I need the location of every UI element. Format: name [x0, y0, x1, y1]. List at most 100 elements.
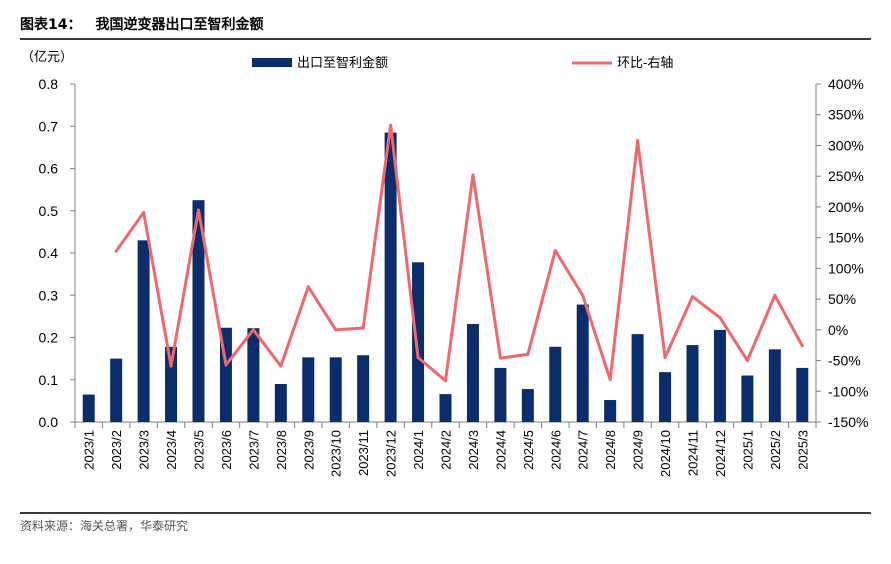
- bar: [713, 329, 726, 422]
- line-point: [251, 328, 255, 332]
- y-right-tick-label: 150%: [828, 230, 864, 246]
- bar: [274, 383, 287, 422]
- figure-title-row: 图表14： 我国逆变器出口至智利金额: [20, 14, 263, 34]
- x-tick-label: 2023/2: [109, 430, 124, 470]
- bar: [110, 358, 123, 422]
- line-point: [663, 355, 667, 359]
- y-right-tick-label: 200%: [828, 199, 864, 215]
- bar: [439, 394, 452, 422]
- bar: [466, 323, 479, 422]
- x-tick-label: 2023/7: [246, 430, 261, 470]
- bar: [521, 389, 534, 422]
- line-point: [334, 328, 338, 332]
- y-right-tick-label: 100%: [828, 260, 864, 276]
- line-point: [416, 355, 420, 359]
- figure-title: 我国逆变器出口至智利金额: [95, 17, 264, 33]
- x-tick-label: 2023/6: [219, 430, 234, 470]
- x-tick-label: 2024/6: [548, 430, 563, 470]
- bar: [192, 200, 205, 422]
- line-point: [498, 356, 502, 360]
- bar: [384, 132, 397, 422]
- y-left-tick-label: 0.1: [39, 372, 59, 388]
- x-tick-label: 2024/9: [631, 430, 646, 470]
- x-tick-label: 2024/10: [658, 430, 673, 477]
- line-point: [142, 210, 146, 214]
- line-point: [773, 293, 777, 297]
- bar: [329, 357, 342, 422]
- x-tick-label: 2025/3: [795, 430, 810, 470]
- y-left-tick-label: 0.5: [39, 203, 59, 219]
- bar: [686, 345, 699, 422]
- x-tick-label: 2023/4: [164, 430, 179, 470]
- y-right-tick-label: 350%: [828, 107, 864, 123]
- y-right-tick-label: -150%: [828, 414, 868, 430]
- x-tick-label: 2025/1: [740, 430, 755, 470]
- line-point: [691, 295, 694, 299]
- line-point: [114, 249, 118, 253]
- line-point: [526, 352, 530, 356]
- y-right-tick-label: -50%: [828, 353, 861, 369]
- legend-label-line: 环比-右轴: [617, 55, 673, 70]
- line-point: [636, 139, 640, 143]
- bar: [412, 262, 425, 422]
- legend-swatch-bar: [252, 58, 292, 67]
- x-tick-label: 2024/3: [466, 430, 481, 470]
- x-tick-label: 2024/7: [576, 430, 591, 470]
- x-tick-label: 2025/2: [768, 430, 783, 470]
- line-point: [169, 364, 173, 368]
- bar: [494, 367, 507, 422]
- line-point: [361, 326, 365, 330]
- bar: [576, 304, 589, 422]
- y-left-tick-label: 0.6: [39, 161, 59, 177]
- x-tick-label: 2023/3: [137, 430, 152, 470]
- x-tick-label: 2023/1: [82, 430, 97, 470]
- line-series-path: [114, 123, 804, 383]
- line-point: [224, 363, 228, 367]
- x-tick-label: 2023/8: [274, 430, 289, 470]
- line-point: [745, 359, 749, 363]
- bar: [82, 394, 95, 422]
- bar: [137, 240, 150, 422]
- x-tick-label: 2023/5: [192, 430, 207, 470]
- line-point: [306, 285, 310, 289]
- bottom-rule: [20, 512, 871, 514]
- bar: [741, 375, 754, 422]
- y-left-tick-label: 0.8: [39, 76, 59, 92]
- bar: [302, 357, 315, 422]
- bar: [549, 346, 562, 422]
- line-point: [718, 316, 722, 320]
- bar: [604, 400, 617, 422]
- line-point: [444, 379, 447, 383]
- line-point: [553, 249, 557, 253]
- y-left-tick-label: 0.4: [39, 245, 59, 261]
- bar: [631, 334, 644, 422]
- source-note: 资料来源：海关总署，华泰研究: [20, 519, 189, 533]
- x-tick-label: 2024/12: [713, 430, 728, 477]
- x-tick-label: 2024/4: [493, 430, 508, 470]
- bar: [796, 367, 809, 422]
- bar: [357, 355, 370, 422]
- bar: [165, 346, 178, 422]
- y-left-tick-label: 0.2: [39, 330, 59, 346]
- line-point: [581, 293, 585, 297]
- x-tick-label: 2024/8: [603, 430, 618, 470]
- x-tick-label: 2024/2: [439, 430, 454, 470]
- y-right-tick-label: 0%: [828, 322, 848, 338]
- y-left-tick-label: 0.3: [39, 287, 59, 303]
- x-tick-label: 2023/11: [356, 430, 371, 476]
- bar: [768, 349, 781, 422]
- bar: [247, 328, 260, 422]
- y-right-tick-label: 50%: [828, 291, 856, 307]
- bar: [659, 372, 672, 422]
- x-tick-label: 2023/12: [384, 430, 399, 477]
- line-point: [800, 344, 804, 348]
- line-point: [608, 378, 612, 382]
- x-tick-label: 2023/10: [329, 430, 344, 477]
- x-tick-label: 2024/5: [521, 430, 536, 470]
- y-left-tick-label: 0.0: [39, 414, 59, 430]
- y-right-tick-label: 300%: [828, 137, 864, 153]
- top-rule: [20, 38, 871, 40]
- y-left-tick-label: 0.7: [39, 118, 59, 134]
- legend-label-bar: 出口至智利金额: [297, 55, 388, 70]
